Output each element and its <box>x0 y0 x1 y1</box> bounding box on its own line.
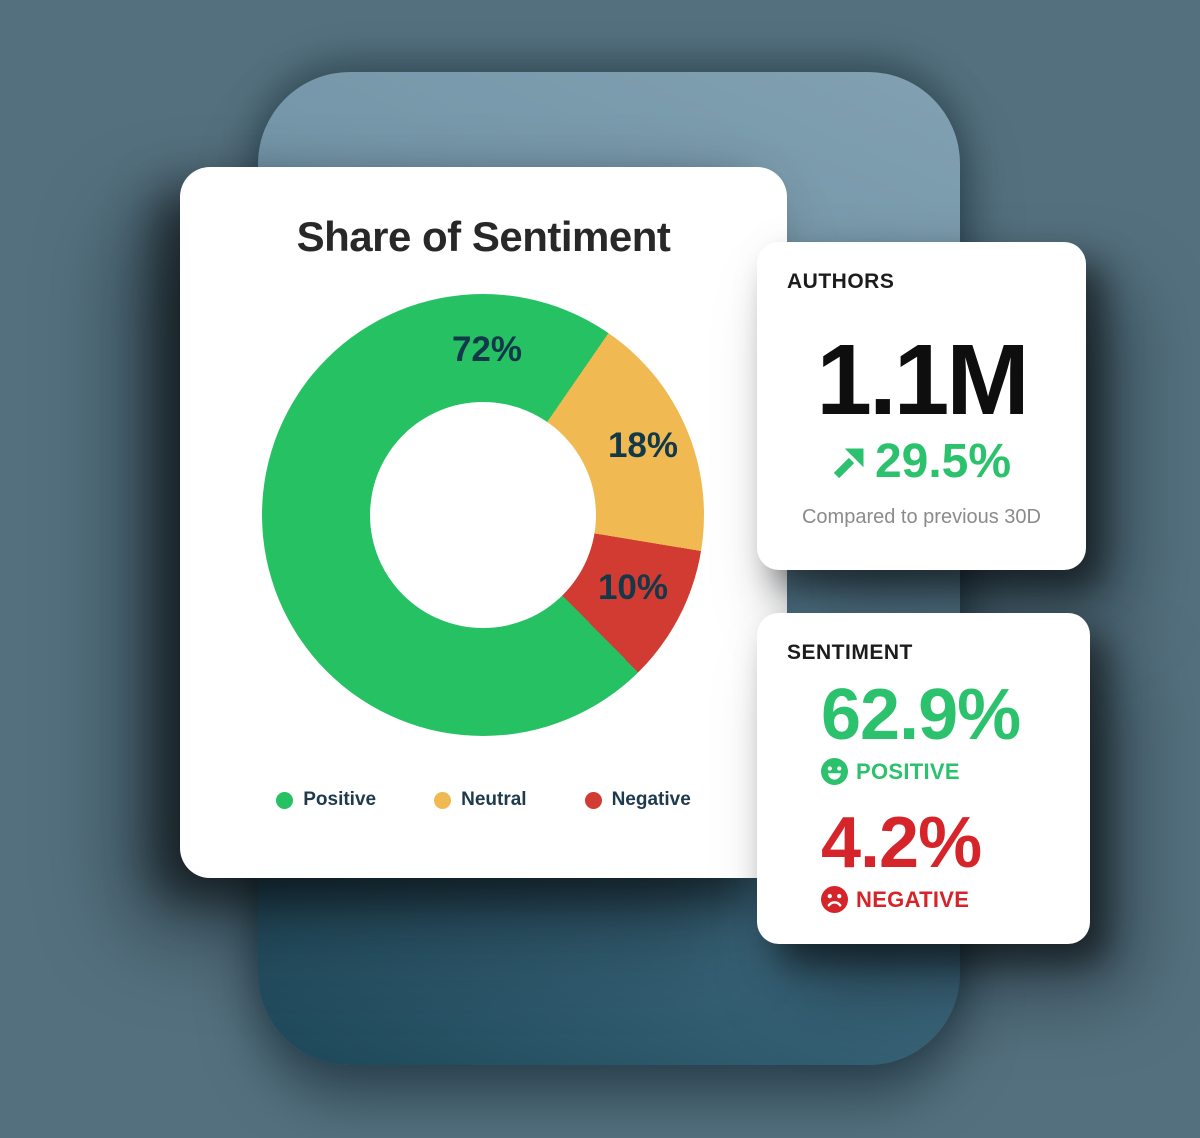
positive-dot-icon <box>276 791 294 809</box>
authors-change-row: 29.5% <box>757 438 1086 486</box>
donut-hole <box>370 402 596 628</box>
authors-caption: Compared to previous 30D <box>801 506 1041 528</box>
share-of-sentiment-card: Share of Sentiment 72% 18% 10% Positive … <box>180 167 787 878</box>
sentiment-positive-row: POSITIVE <box>821 758 1020 785</box>
sentiment-negative-row: NEGATIVE <box>821 886 981 913</box>
sentiment-negative-block: 4.2% NEGATIVE <box>821 803 982 913</box>
authors-change-value: 29.5% <box>874 435 1012 488</box>
sentiment-positive-label: POSITIVE <box>856 758 960 784</box>
sentiment-kpi-card: SENTIMENT 62.9% POSITIVE 4.2% NEGATIVE <box>757 613 1090 944</box>
legend-label-negative: Negative <box>611 789 691 810</box>
sentiment-negative-value: 4.2% <box>821 803 982 883</box>
legend-label-neutral: Neutral <box>461 789 527 810</box>
legend-item-negative: Negative <box>584 789 691 811</box>
legend-label-positive: Positive <box>303 789 377 810</box>
donut-label-positive: 72% <box>451 330 523 369</box>
chart-legend: Positive Neutral Negative <box>180 789 787 811</box>
legend-item-neutral: Neutral <box>434 789 527 811</box>
donut-chart: 72% 18% 10% <box>262 294 704 736</box>
arrow-up-right-icon <box>833 448 864 479</box>
chart-title: Share of Sentiment <box>296 213 671 260</box>
donut-label-negative: 10% <box>597 568 669 607</box>
sentiment-negative-label: NEGATIVE <box>856 886 970 912</box>
authors-value: 1.1M <box>816 324 1029 436</box>
sentiment-positive-value: 62.9% <box>821 675 1021 755</box>
sentiment-card-label: SENTIMENT <box>787 641 913 664</box>
legend-item-positive: Positive <box>276 789 376 811</box>
donut-label-neutral: 18% <box>607 426 679 465</box>
neutral-dot-icon <box>434 791 452 809</box>
authors-card-label: AUTHORS <box>787 270 895 293</box>
sentiment-positive-block: 62.9% POSITIVE <box>821 675 1021 785</box>
smiley-face-icon <box>821 758 848 785</box>
sad-face-icon <box>821 886 848 913</box>
negative-dot-icon <box>584 791 602 809</box>
authors-kpi-card: AUTHORS 1.1M 29.5% Compared to previous … <box>757 242 1086 570</box>
